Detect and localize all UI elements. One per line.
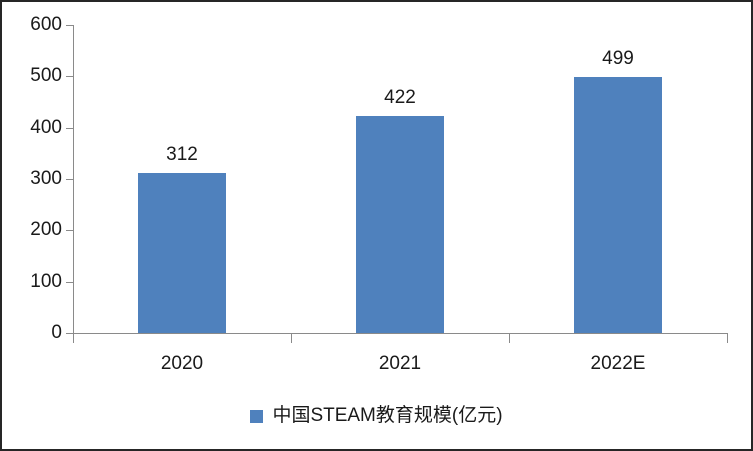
x-tick-2 <box>509 334 510 343</box>
bar-2020 <box>138 173 226 333</box>
x-axis-label-2021: 2021 <box>378 353 422 374</box>
y-axis-label: 500 <box>30 65 62 86</box>
y-axis-label: 200 <box>30 219 62 240</box>
y-tick-100 <box>66 282 73 283</box>
y-tick-400 <box>66 128 73 129</box>
y-tick-200 <box>66 230 73 231</box>
y-axis-line <box>73 25 74 333</box>
y-tick-500 <box>66 76 73 77</box>
bar-2021 <box>356 116 444 333</box>
legend-label: 中国STEAM教育规模(亿元) <box>272 405 503 426</box>
x-tick-3 <box>727 334 728 343</box>
x-axis-label-2020: 2020 <box>160 353 204 374</box>
x-axis-label-2022e: 2022E <box>590 353 646 374</box>
y-tick-0 <box>66 333 73 334</box>
legend: 中国STEAM教育规模(亿元) <box>0 404 753 428</box>
bar-2022e <box>574 77 662 333</box>
bar-value-label: 312 <box>166 144 198 165</box>
y-tick-300 <box>66 179 73 180</box>
y-axis-label: 600 <box>30 14 62 35</box>
bar-value-label: 499 <box>602 48 634 69</box>
y-axis-label: 300 <box>30 168 62 189</box>
x-tick-1 <box>291 334 292 343</box>
x-axis-line <box>73 333 728 334</box>
legend-square-icon <box>250 409 264 423</box>
bar-value-label: 422 <box>384 87 416 108</box>
x-tick-0 <box>73 334 74 343</box>
y-tick-600 <box>66 25 73 26</box>
y-axis-label: 400 <box>30 117 62 138</box>
y-axis-label: 100 <box>30 271 62 292</box>
y-axis-label: 0 <box>51 322 62 343</box>
